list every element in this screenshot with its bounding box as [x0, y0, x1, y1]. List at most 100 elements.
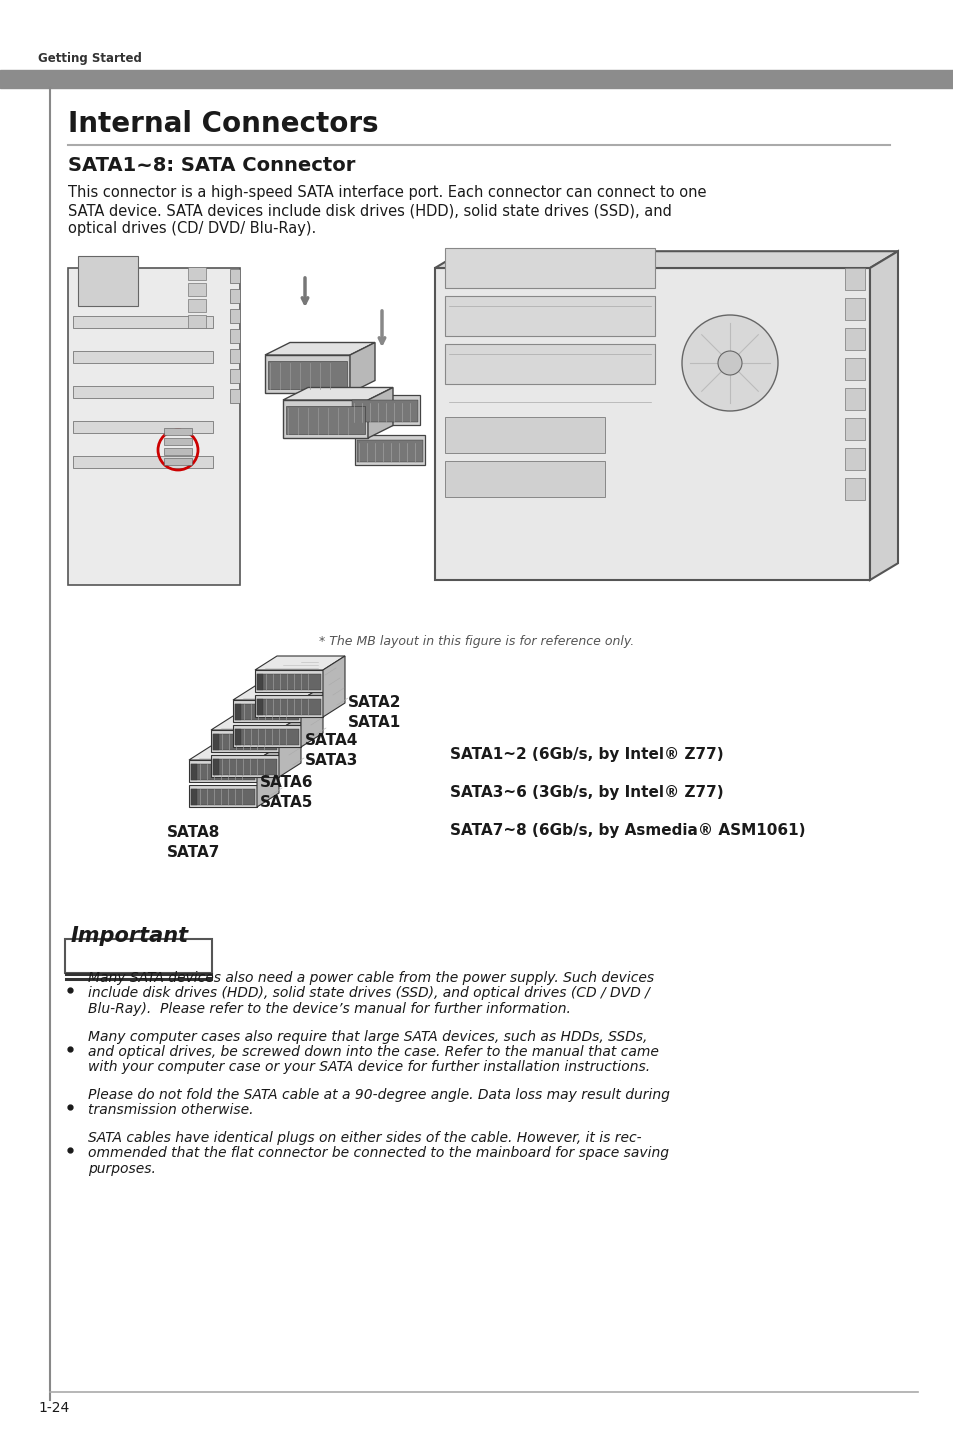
Bar — [73, 387, 213, 398]
Bar — [213, 735, 276, 750]
Text: SATA1~8: SATA Connector: SATA1~8: SATA Connector — [68, 156, 355, 175]
Text: Blu-Ray).  Please refer to the device’s manual for further information.: Blu-Ray). Please refer to the device’s m… — [88, 1002, 570, 1015]
Polygon shape — [435, 251, 897, 268]
Bar — [230, 289, 240, 304]
Text: 1-24: 1-24 — [38, 1400, 70, 1415]
Text: Important: Important — [71, 927, 189, 947]
Polygon shape — [323, 656, 345, 717]
Bar — [211, 755, 278, 778]
Text: SATA7~8 (6Gb/s, by Asmedia® ASM1061): SATA7~8 (6Gb/s, by Asmedia® ASM1061) — [450, 823, 804, 838]
Bar — [78, 256, 138, 306]
Bar — [256, 699, 320, 715]
Bar — [230, 349, 240, 362]
Bar — [230, 390, 240, 402]
Bar — [844, 268, 864, 291]
Polygon shape — [211, 716, 301, 730]
Bar — [265, 355, 350, 392]
Polygon shape — [301, 686, 323, 748]
Bar — [254, 695, 323, 717]
Text: Many SATA devices also need a power cable from the power supply. Such devices: Many SATA devices also need a power cabl… — [88, 971, 654, 985]
Bar — [233, 700, 301, 722]
Bar — [189, 785, 256, 808]
Bar — [73, 455, 213, 468]
Text: SATA3~6 (3Gb/s, by Intel® Z77): SATA3~6 (3Gb/s, by Intel® Z77) — [450, 785, 723, 800]
Circle shape — [681, 315, 778, 411]
Bar — [350, 395, 419, 425]
Text: Please do not fold the SATA cable at a 90-degree angle. Data loss may result dur: Please do not fold the SATA cable at a 9… — [88, 1088, 669, 1103]
Bar — [256, 699, 263, 715]
Polygon shape — [254, 656, 345, 670]
Text: SATA1: SATA1 — [348, 715, 401, 730]
Text: with your computer case or your SATA device for further installation instruction: with your computer case or your SATA dev… — [88, 1061, 649, 1074]
Bar — [844, 298, 864, 319]
Bar — [188, 299, 206, 312]
Circle shape — [718, 351, 741, 375]
Bar — [256, 674, 320, 690]
Bar — [283, 400, 368, 438]
Bar — [234, 729, 241, 745]
Text: transmission otherwise.: transmission otherwise. — [88, 1104, 253, 1117]
Bar — [234, 705, 298, 720]
Text: SATA5: SATA5 — [260, 795, 313, 811]
FancyBboxPatch shape — [65, 939, 212, 972]
Text: SATA2: SATA2 — [348, 695, 401, 710]
Bar — [191, 789, 196, 805]
Bar — [230, 369, 240, 382]
Polygon shape — [233, 686, 323, 700]
Text: ommended that the flat connector be connected to the mainboard for space saving: ommended that the flat connector be conn… — [88, 1147, 668, 1160]
Bar — [444, 461, 604, 497]
Bar — [844, 478, 864, 500]
Text: Internal Connectors: Internal Connectors — [68, 110, 378, 137]
Text: SATA8: SATA8 — [167, 825, 220, 841]
Bar — [164, 428, 192, 435]
Bar — [444, 248, 655, 288]
Bar — [0, 70, 953, 87]
Text: Getting Started: Getting Started — [38, 52, 142, 64]
Bar — [188, 315, 206, 328]
Bar — [256, 674, 263, 690]
Polygon shape — [350, 342, 375, 392]
Text: include disk drives (HDD), solid state drives (SSD), and optical drives (CD / DV: include disk drives (HDD), solid state d… — [88, 987, 649, 1001]
Bar — [286, 407, 365, 434]
Polygon shape — [869, 251, 897, 580]
Bar — [268, 361, 347, 390]
Bar — [444, 344, 655, 384]
Text: SATA4: SATA4 — [305, 733, 358, 748]
Text: Many computer cases also require that large SATA devices, such as HDDs, SSDs,: Many computer cases also require that la… — [88, 1030, 647, 1044]
Bar — [844, 328, 864, 349]
Text: SATA1~2 (6Gb/s, by Intel® Z77): SATA1~2 (6Gb/s, by Intel® Z77) — [450, 748, 723, 762]
Bar — [188, 266, 206, 281]
Bar — [233, 725, 301, 748]
Bar — [188, 284, 206, 296]
Polygon shape — [368, 388, 393, 438]
Bar — [68, 268, 240, 586]
Text: SATA3: SATA3 — [305, 753, 358, 768]
Bar — [234, 729, 298, 745]
Polygon shape — [283, 388, 393, 400]
Bar — [164, 448, 192, 455]
Bar — [213, 735, 219, 750]
Text: optical drives (CD/ DVD/ Blu-Ray).: optical drives (CD/ DVD/ Blu-Ray). — [68, 221, 315, 236]
Bar — [355, 435, 424, 465]
Bar — [189, 760, 256, 782]
Bar — [234, 705, 241, 720]
Bar — [73, 421, 213, 432]
Bar — [73, 351, 213, 362]
Bar — [435, 268, 869, 580]
Bar — [211, 730, 278, 752]
Text: * The MB layout in this figure is for reference only.: * The MB layout in this figure is for re… — [319, 634, 634, 649]
Bar — [844, 418, 864, 440]
Bar — [230, 329, 240, 344]
Text: This connector is a high-speed SATA interface port. Each connector can connect t: This connector is a high-speed SATA inte… — [68, 185, 706, 200]
Bar — [164, 458, 192, 465]
Bar — [844, 388, 864, 410]
Text: SATA device. SATA devices include disk drives (HDD), solid state drives (SSD), a: SATA device. SATA devices include disk d… — [68, 203, 671, 218]
Bar — [213, 759, 276, 775]
Text: SATA cables have identical plugs on either sides of the cable. However, it is re: SATA cables have identical plugs on eith… — [88, 1131, 641, 1146]
Polygon shape — [189, 746, 278, 760]
Bar — [191, 789, 254, 805]
Text: SATA6: SATA6 — [260, 775, 314, 790]
Text: SATA7: SATA7 — [167, 845, 220, 861]
Bar — [191, 765, 254, 780]
Bar — [230, 269, 240, 284]
